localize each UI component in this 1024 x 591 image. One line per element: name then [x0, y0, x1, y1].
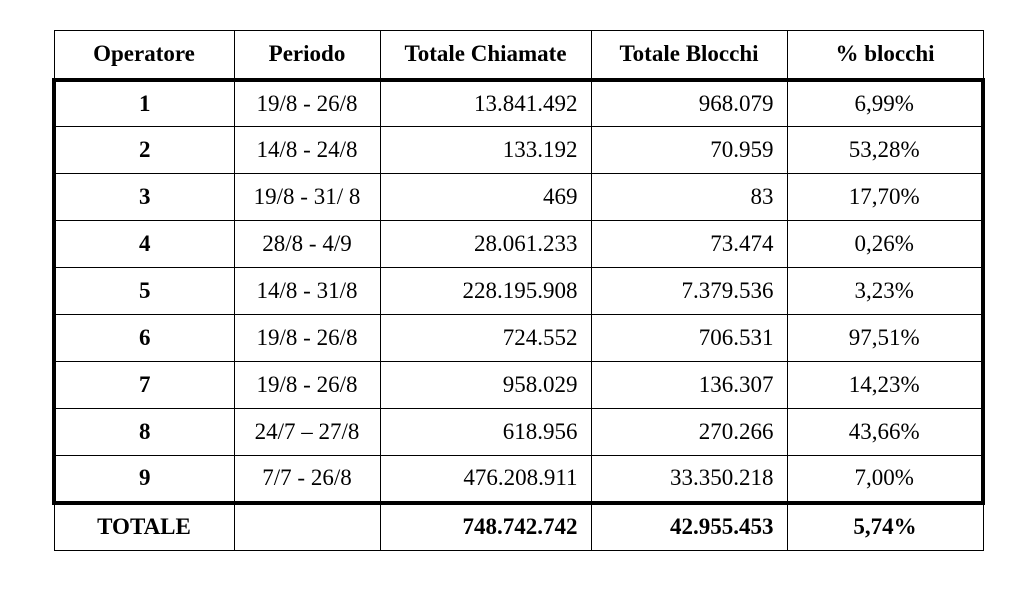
cell-operatore: 6: [52, 314, 235, 362]
cell-percent-blocchi: 3,23%: [786, 267, 985, 315]
cell-periodo: 14/8 - 24/8: [233, 126, 381, 174]
cell-percent-blocchi: 0,26%: [786, 220, 985, 268]
header-periodo: Periodo: [233, 30, 381, 80]
cell-percent-blocchi: 14,23%: [786, 361, 985, 409]
cell-totale-blocchi: 968.079: [590, 77, 788, 127]
total-periodo: [233, 502, 381, 551]
header-percent-blocchi: % blocchi: [786, 30, 984, 80]
cell-percent-blocchi: 97,51%: [786, 314, 985, 362]
cell-totale-chiamate: 228.195.908: [379, 267, 592, 315]
table-row: 4 28/8 - 4/9 28.061.233 73.474 0,26%: [52, 220, 985, 268]
table-row: 2 14/8 - 24/8 133.192 70.959 53,28%: [52, 126, 985, 174]
cell-operatore: 2: [52, 126, 235, 174]
cell-totale-blocchi: 7.379.536: [590, 267, 788, 315]
cell-totale-blocchi: 83: [590, 173, 788, 221]
cell-totale-chiamate: 28.061.233: [379, 220, 592, 268]
cell-operatore: 7: [52, 361, 235, 409]
table-row: 7 19/8 - 26/8 958.029 136.307 14,23%: [52, 361, 985, 409]
total-blocchi: 42.955.453: [590, 502, 788, 551]
cell-totale-chiamate: 469: [379, 173, 592, 221]
cell-totale-chiamate: 618.956: [379, 408, 592, 456]
cell-percent-blocchi: 17,70%: [786, 173, 985, 221]
cell-periodo: 19/8 - 31/ 8: [233, 173, 381, 221]
cell-operatore: 3: [52, 173, 235, 221]
total-row: TOTALE 748.742.742 42.955.453 5,74%: [53, 502, 984, 551]
cell-totale-chiamate: 13.841.492: [379, 77, 592, 127]
cell-operatore: 1: [52, 77, 235, 127]
cell-periodo: 7/7 - 26/8: [233, 455, 381, 505]
cell-totale-blocchi: 270.266: [590, 408, 788, 456]
cell-totale-blocchi: 33.350.218: [590, 455, 788, 505]
cell-totale-blocchi: 70.959: [590, 126, 788, 174]
cell-operatore: 4: [52, 220, 235, 268]
cell-percent-blocchi: 53,28%: [786, 126, 985, 174]
header-row: Operatore Periodo Totale Chiamate Totale…: [53, 30, 984, 80]
cell-percent-blocchi: 7,00%: [786, 455, 985, 505]
cell-totale-blocchi: 706.531: [590, 314, 788, 362]
cell-periodo: 19/8 - 26/8: [233, 361, 381, 409]
table-container: Operatore Periodo Totale Chiamate Totale…: [52, 30, 985, 551]
cell-totale-blocchi: 73.474: [590, 220, 788, 268]
cell-operatore: 8: [52, 408, 235, 456]
table-body: 1 19/8 - 26/8 13.841.492 968.079 6,99% 2…: [52, 77, 985, 505]
header-operatore: Operatore: [53, 30, 235, 80]
cell-operatore: 9: [52, 455, 235, 505]
total-percent: 5,74%: [786, 502, 984, 551]
cell-periodo: 19/8 - 26/8: [233, 314, 381, 362]
cell-periodo: 28/8 - 4/9: [233, 220, 381, 268]
header-totale-chiamate: Totale Chiamate: [379, 30, 592, 80]
cell-periodo: 24/7 – 27/8: [233, 408, 381, 456]
cell-totale-blocchi: 136.307: [590, 361, 788, 409]
table-row: 9 7/7 - 26/8 476.208.911 33.350.218 7,00…: [52, 455, 985, 505]
cell-totale-chiamate: 724.552: [379, 314, 592, 362]
cell-totale-chiamate: 958.029: [379, 361, 592, 409]
table-row: 6 19/8 - 26/8 724.552 706.531 97,51%: [52, 314, 985, 362]
cell-totale-chiamate: 476.208.911: [379, 455, 592, 505]
cell-percent-blocchi: 43,66%: [786, 408, 985, 456]
cell-operatore: 5: [52, 267, 235, 315]
table-header: Operatore Periodo Totale Chiamate Totale…: [53, 30, 984, 80]
header-totale-blocchi: Totale Blocchi: [590, 30, 788, 80]
table-row: 1 19/8 - 26/8 13.841.492 968.079 6,99%: [52, 77, 985, 127]
total-label: TOTALE: [53, 502, 235, 551]
table-footer: TOTALE 748.742.742 42.955.453 5,74%: [53, 502, 984, 551]
table-row: 5 14/8 - 31/8 228.195.908 7.379.536 3,23…: [52, 267, 985, 315]
total-chiamate: 748.742.742: [379, 502, 592, 551]
table-row: 8 24/7 – 27/8 618.956 270.266 43,66%: [52, 408, 985, 456]
cell-totale-chiamate: 133.192: [379, 126, 592, 174]
cell-periodo: 19/8 - 26/8: [233, 77, 381, 127]
cell-percent-blocchi: 6,99%: [786, 77, 985, 127]
calls-blocks-table: Operatore Periodo Totale Chiamate Totale…: [52, 30, 985, 551]
table-row: 3 19/8 - 31/ 8 469 83 17,70%: [52, 173, 985, 221]
cell-periodo: 14/8 - 31/8: [233, 267, 381, 315]
